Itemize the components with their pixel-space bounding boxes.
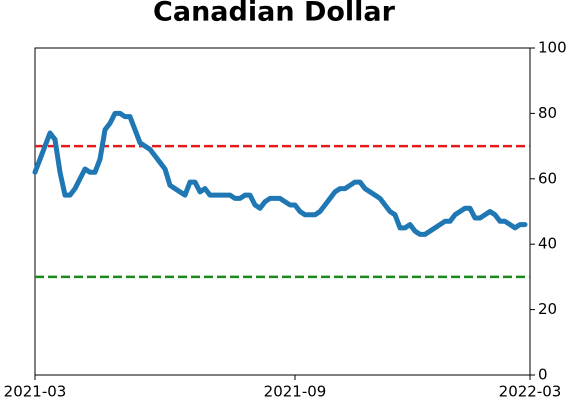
y-tick-label: 20 [538, 300, 557, 318]
x-tick-label: 2021-03 [4, 383, 67, 401]
x-tick-label: 2021-09 [264, 383, 327, 401]
plot-frame [34, 47, 531, 376]
data-line [32, 110, 528, 237]
y-tick-label: 0 [538, 366, 548, 384]
x-tick-label: 2022-03 [499, 383, 562, 401]
y-tick-label: 40 [538, 235, 557, 253]
y-tick-label: 60 [538, 169, 557, 187]
y-tick-label: 100 [538, 39, 567, 57]
chart-title: Canadian Dollar [153, 0, 396, 28]
y-tick-label: 80 [538, 104, 557, 122]
